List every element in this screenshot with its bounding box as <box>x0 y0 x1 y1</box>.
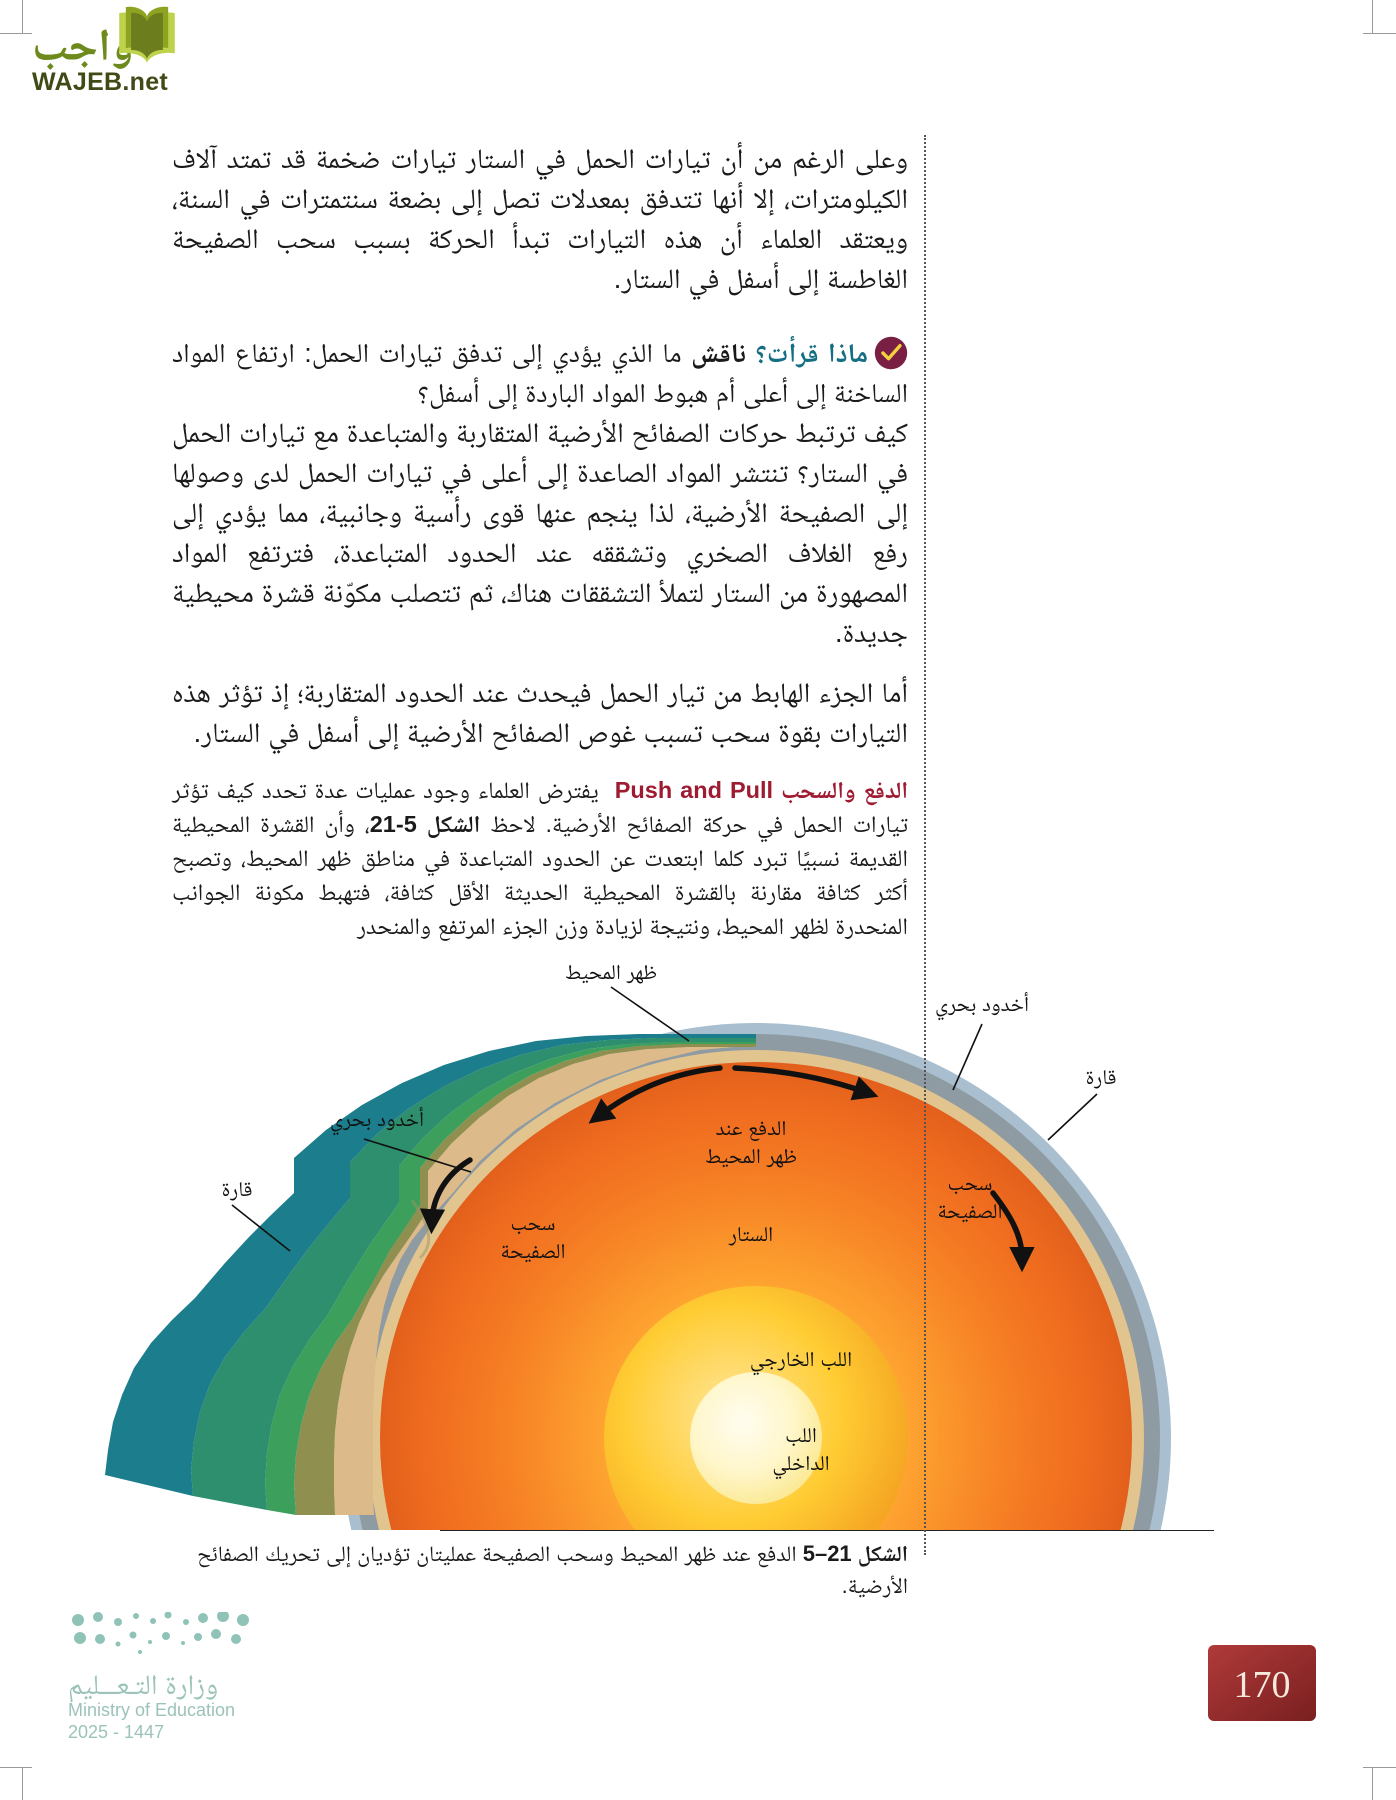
svg-text:170: 170 <box>1234 1664 1291 1706</box>
